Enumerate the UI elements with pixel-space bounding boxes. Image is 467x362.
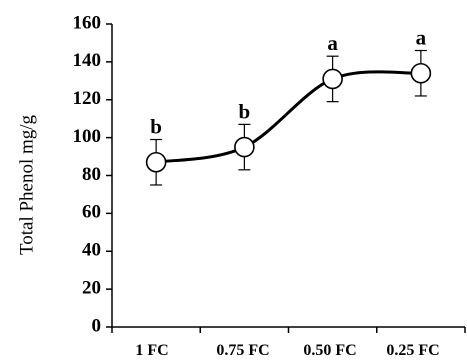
data-point-group: a	[322, 31, 343, 103]
y-tick-label: 80	[82, 164, 101, 185]
data-point-group: b	[145, 115, 167, 186]
y-tick-label: 40	[82, 240, 101, 261]
y-tick-label: 100	[73, 126, 102, 147]
significance-label: b	[239, 99, 251, 123]
data-point-group: a	[410, 26, 432, 97]
data-point-group: b	[234, 99, 255, 171]
x-tick-label: 0.50 FC	[303, 342, 356, 359]
data-point	[410, 62, 432, 84]
x-tick-label: 0.75 FC	[216, 342, 269, 359]
y-tick-label: 20	[82, 277, 101, 298]
data-point	[145, 151, 167, 173]
significance-label: a	[416, 26, 427, 50]
significance-label: b	[150, 115, 162, 139]
data-point	[234, 136, 255, 158]
y-tick-label: 160	[73, 12, 102, 33]
y-axis-title: Total Phenol mg/g	[16, 114, 37, 255]
x-ticks: 1 FC 0.75 FC 0.50 FC 0.25 FC	[111, 327, 466, 359]
x-tick-label: 0.25 FC	[386, 342, 439, 359]
y-tick-label: 0	[92, 315, 102, 336]
series-line	[155, 70, 421, 164]
x-tick-label: 1 FC	[135, 342, 168, 359]
y-tick-label: 120	[73, 88, 102, 109]
y-ticks: 0 20 40 60 80 100 120 140 160	[73, 12, 112, 336]
y-tick-label: 60	[82, 202, 101, 223]
data-point	[322, 68, 343, 90]
y-tick-label: 140	[73, 50, 102, 71]
significance-label: a	[327, 31, 338, 55]
series: b b a a	[145, 26, 432, 186]
